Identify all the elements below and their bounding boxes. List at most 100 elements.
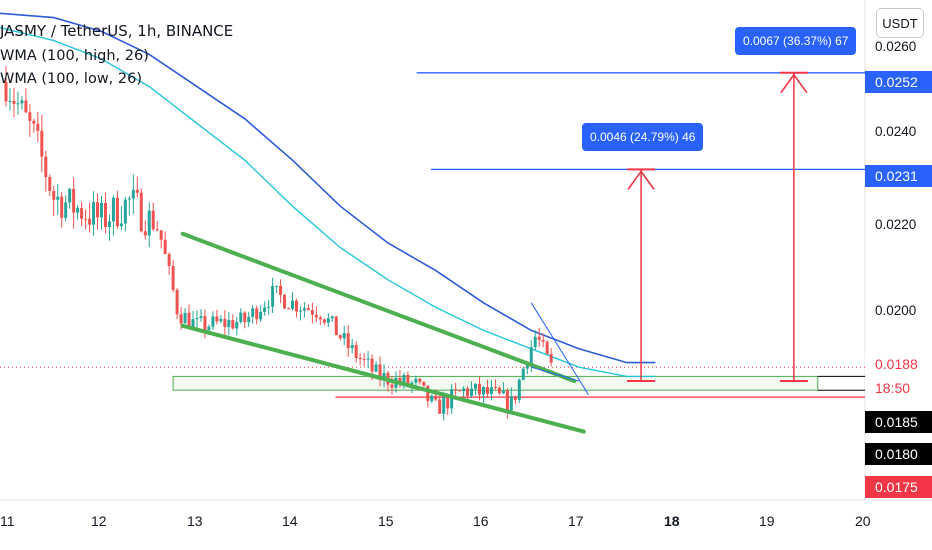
candle-body (346, 333, 350, 349)
candle-body (505, 390, 509, 411)
candle-body (64, 202, 68, 218)
target-lines[interactable] (416, 72, 865, 171)
candle-body (458, 390, 462, 392)
candle-body (44, 156, 48, 178)
candle-body (171, 265, 175, 290)
candle-body (127, 198, 131, 200)
candle-body (147, 210, 151, 236)
candle-body (203, 316, 207, 331)
candle-body (497, 387, 501, 394)
candle-body (410, 382, 414, 385)
candle-body (370, 358, 374, 372)
candle-body (330, 316, 334, 319)
measure-arrows[interactable] (627, 71, 808, 382)
time-label-12: 12 (91, 513, 107, 529)
candle-body (143, 231, 147, 236)
candle-body (32, 120, 36, 124)
wma-high-line (0, 12, 656, 364)
candle-body (334, 316, 338, 336)
candle-body (398, 377, 402, 383)
candle-body (211, 316, 215, 327)
time-label-13: 13 (187, 513, 203, 529)
time-label-19: 19 (759, 513, 775, 529)
candle-body (382, 372, 386, 380)
candle-body (374, 364, 378, 372)
candle-body (36, 123, 40, 131)
measure-arrow-head-2 (780, 73, 808, 94)
indicator-wma-high[interactable]: WMA (100, high, 26) (0, 48, 149, 64)
channel-lower-line (180, 323, 586, 434)
candle-body (235, 322, 239, 329)
symbol-title[interactable]: JASMY / TetherUS, 1h, BINANCE (0, 22, 234, 40)
wedge-lines[interactable] (530, 302, 589, 396)
candle-body (426, 385, 430, 402)
candle-body (482, 387, 485, 395)
candle-body (179, 314, 183, 324)
candle-body (402, 374, 406, 383)
candle-body (183, 312, 187, 324)
candle-body (362, 358, 366, 360)
candle-body (111, 197, 115, 222)
candle-body (163, 239, 167, 255)
candle-body (199, 316, 203, 319)
candle-body (223, 318, 227, 327)
candle-body (418, 378, 422, 382)
candle-body (302, 308, 306, 311)
candle-body (167, 254, 171, 266)
candle-body (119, 223, 123, 227)
candle-body (358, 358, 362, 360)
candle-body (422, 381, 426, 386)
candle-body (318, 317, 322, 320)
candle-body (100, 203, 103, 218)
candle-body (40, 130, 44, 157)
candle-body (517, 379, 521, 400)
candle-body (159, 230, 163, 240)
candle-body (8, 100, 12, 102)
candle-body (513, 396, 517, 400)
candle-body (255, 308, 259, 320)
countdown-tag: 18:50 (865, 377, 932, 399)
candle-body (287, 308, 291, 310)
price-label-0240: 0.0240 (875, 124, 917, 139)
price-label-0200: 0.0200 (875, 303, 917, 318)
candle-body (68, 188, 72, 203)
measure-arrow-head-1 (627, 170, 655, 190)
time-label-15: 15 (378, 513, 394, 529)
currency-button[interactable]: USDT (876, 8, 924, 38)
candle-body (354, 345, 358, 359)
candle-body (545, 341, 549, 354)
candle-body (310, 309, 314, 315)
candle-body (96, 202, 100, 218)
candle-body (16, 103, 20, 105)
candle-body (107, 221, 111, 228)
candle-body (525, 365, 529, 369)
candle-body (12, 100, 16, 104)
candle-body (406, 374, 410, 385)
candle-body (135, 189, 139, 193)
chart-legend: JASMY / TetherUS, 1h, BINANCE WMA (100, … (0, 22, 233, 91)
candle-body (283, 295, 287, 309)
candle-body (434, 395, 438, 400)
indicator-wma-low[interactable]: WMA (100, low, 26) (0, 71, 143, 87)
candle-body (470, 388, 474, 396)
candle-body (533, 336, 537, 348)
candle-body (275, 285, 279, 287)
candle-body (529, 347, 533, 366)
candle-body (80, 207, 84, 219)
time-label-17: 17 (568, 513, 584, 529)
candle-body (549, 353, 553, 363)
candle-body (454, 389, 458, 391)
candle-body (259, 311, 263, 320)
candle-body (187, 312, 191, 328)
candle-body (155, 229, 159, 231)
candle-body (103, 203, 107, 228)
price-label-0260: 0.0260 (875, 39, 917, 54)
candle-body (84, 218, 88, 220)
candle-body (207, 326, 211, 331)
channel-lines[interactable] (180, 231, 586, 434)
time-label-18: 18 (664, 513, 680, 529)
candle-body (338, 335, 342, 339)
candle-body (243, 312, 247, 323)
candle-body (537, 336, 541, 340)
